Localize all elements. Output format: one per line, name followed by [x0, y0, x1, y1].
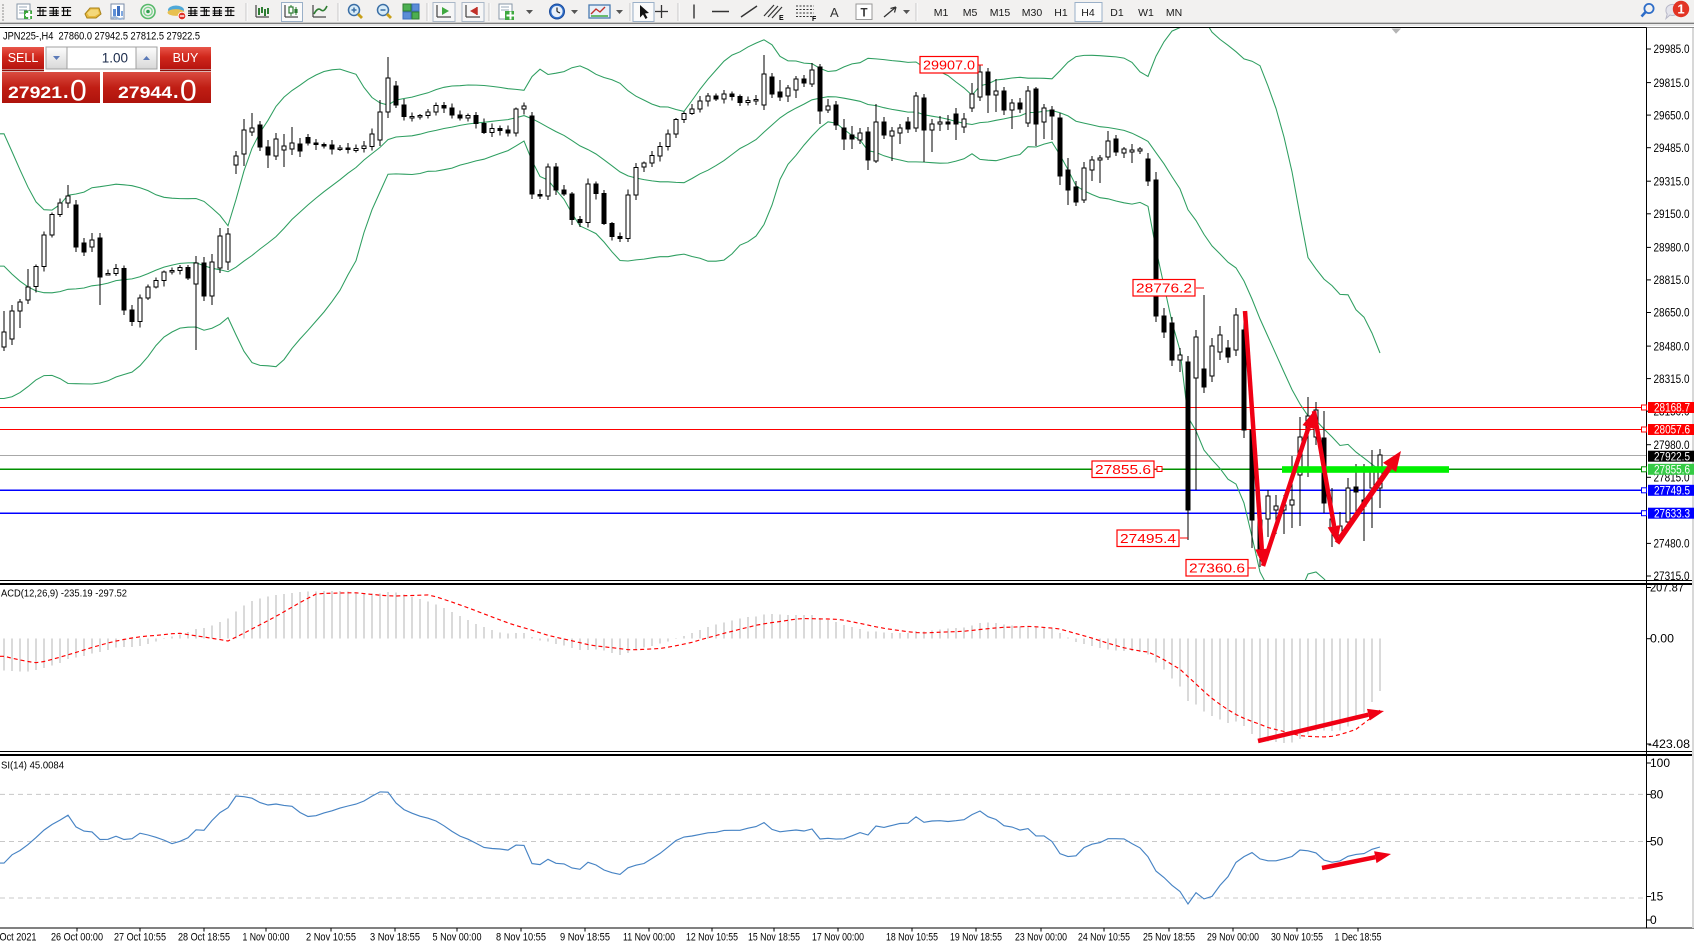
svg-text:JPN225-,H4 27860.0 27942.5 27: JPN225-,H4 27860.0 27942.5 27812.5 27922…: [3, 31, 200, 43]
svg-text:27 Oct 10:55: 27 Oct 10:55: [114, 932, 166, 943]
svg-text:5 Nov 00:00: 5 Nov 00:00: [433, 932, 482, 943]
svg-text:D1: D1: [1110, 7, 1124, 19]
svg-text:29815.0: 29815.0: [1654, 76, 1690, 90]
svg-text:23 Nov 00:00: 23 Nov 00:00: [1015, 932, 1067, 943]
svg-text:100: 100: [1650, 756, 1670, 770]
svg-text:29315.0: 29315.0: [1654, 174, 1690, 188]
svg-text:15 Nov 18:55: 15 Nov 18:55: [748, 932, 800, 943]
svg-text:-423.08: -423.08: [1648, 737, 1690, 751]
svg-text:11 Nov 00:00: 11 Nov 00:00: [623, 932, 675, 943]
svg-text:26 Oct 00:00: 26 Oct 00:00: [51, 932, 103, 943]
svg-text:T: T: [861, 8, 868, 20]
svg-text:SELL: SELL: [8, 51, 39, 65]
svg-text:29985.0: 29985.0: [1654, 42, 1690, 56]
svg-text:1 Dec 18:55: 1 Dec 18:55: [1335, 932, 1382, 943]
svg-text:0.00: 0.00: [1650, 632, 1674, 646]
svg-text:MN: MN: [1166, 7, 1182, 19]
svg-text:28815.0: 28815.0: [1654, 273, 1690, 287]
svg-text:9 Nov 18:55: 9 Nov 18:55: [560, 932, 610, 943]
svg-text:H4: H4: [1081, 7, 1095, 19]
svg-text:M15: M15: [990, 7, 1011, 19]
svg-text:0: 0: [180, 75, 197, 108]
svg-text:27855.6: 27855.6: [1654, 463, 1690, 477]
svg-text:SI(14) 45.0084: SI(14) 45.0084: [1, 760, 64, 772]
svg-text:27921: 27921: [8, 83, 62, 102]
svg-text:M30: M30: [1022, 7, 1043, 19]
svg-text:.: .: [173, 81, 179, 103]
svg-text:29650.0: 29650.0: [1654, 108, 1690, 122]
svg-text:17 Nov 00:00: 17 Nov 00:00: [812, 932, 864, 943]
svg-text:BUY: BUY: [173, 51, 199, 65]
svg-text:27922.5: 27922.5: [1654, 449, 1690, 463]
svg-text:27855.6: 27855.6: [1095, 463, 1151, 477]
svg-text:19 Nov 18:55: 19 Nov 18:55: [950, 932, 1002, 943]
svg-text:30 Nov 10:55: 30 Nov 10:55: [1271, 932, 1323, 943]
svg-text:15: 15: [1650, 890, 1664, 904]
svg-text:12 Nov 10:55: 12 Nov 10:55: [686, 932, 738, 943]
svg-text:50: 50: [1650, 835, 1664, 849]
svg-text:207.87: 207.87: [1650, 581, 1684, 595]
svg-text:27944: 27944: [118, 83, 173, 102]
svg-text:28168.7: 28168.7: [1654, 401, 1690, 415]
svg-text:29485.0: 29485.0: [1654, 141, 1690, 155]
svg-text:Oct 2021: Oct 2021: [0, 932, 37, 943]
svg-text:28480.0: 28480.0: [1654, 339, 1690, 353]
svg-text:28315.0: 28315.0: [1654, 372, 1690, 386]
svg-text:27495.4: 27495.4: [1120, 532, 1176, 546]
svg-text:0: 0: [1650, 913, 1657, 927]
svg-text:24 Nov 10:55: 24 Nov 10:55: [1078, 932, 1130, 943]
svg-text:28980.0: 28980.0: [1654, 241, 1690, 255]
svg-text:27980.0: 27980.0: [1654, 438, 1690, 452]
svg-text:.: .: [63, 81, 69, 103]
svg-text:80: 80: [1650, 788, 1664, 802]
svg-text:27633.3: 27633.3: [1654, 506, 1690, 520]
svg-text:3 Nov 18:55: 3 Nov 18:55: [370, 932, 420, 943]
svg-text:H1: H1: [1054, 7, 1068, 19]
svg-text:27360.6: 27360.6: [1189, 562, 1245, 576]
svg-text:2 Nov 10:55: 2 Nov 10:55: [306, 932, 356, 943]
svg-text:27480.0: 27480.0: [1654, 537, 1690, 551]
svg-text:E: E: [779, 15, 784, 22]
svg-text:1 Nov 00:00: 1 Nov 00:00: [243, 932, 290, 943]
svg-text:F: F: [812, 16, 817, 23]
svg-text:28057.6: 28057.6: [1654, 423, 1690, 437]
svg-text:1: 1: [1677, 2, 1684, 17]
svg-text:25 Nov 18:55: 25 Nov 18:55: [1143, 932, 1195, 943]
svg-text:29907.0: 29907.0: [923, 59, 975, 73]
svg-text:ACD(12,26,9) -235.19 -297.52: ACD(12,26,9) -235.19 -297.52: [1, 588, 127, 600]
svg-text:29150.0: 29150.0: [1654, 207, 1690, 221]
svg-text:W1: W1: [1138, 7, 1154, 19]
svg-text:A: A: [830, 5, 839, 20]
svg-text:M5: M5: [963, 7, 978, 19]
svg-text:M1: M1: [934, 7, 949, 19]
svg-text:28650.0: 28650.0: [1654, 306, 1690, 320]
svg-text:27749.5: 27749.5: [1654, 484, 1690, 498]
svg-text:0: 0: [70, 75, 87, 108]
svg-text:27315.0: 27315.0: [1654, 569, 1690, 583]
svg-text:8 Nov 10:55: 8 Nov 10:55: [496, 932, 546, 943]
svg-text:28776.2: 28776.2: [1136, 282, 1192, 296]
svg-text:29 Nov 00:00: 29 Nov 00:00: [1207, 932, 1259, 943]
svg-text:28 Oct 18:55: 28 Oct 18:55: [178, 932, 230, 943]
svg-text:1.00: 1.00: [102, 51, 128, 66]
svg-text:18 Nov 10:55: 18 Nov 10:55: [886, 932, 938, 943]
